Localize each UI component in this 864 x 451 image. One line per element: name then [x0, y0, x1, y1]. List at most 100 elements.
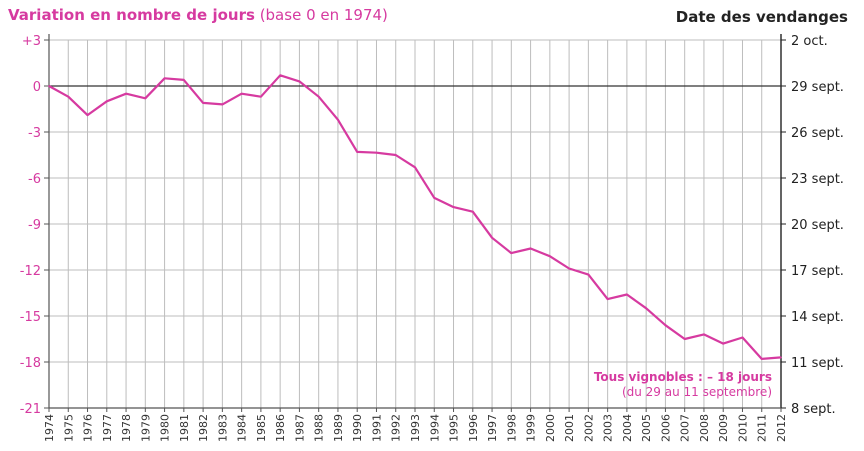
data-point	[279, 74, 281, 77]
data-point	[760, 358, 763, 360]
data-point	[741, 336, 744, 339]
data-point	[183, 79, 185, 81]
data-point	[645, 307, 647, 310]
x-tick-label: 1992	[390, 414, 403, 442]
y-tick-label-right: 14 sept.	[791, 310, 844, 325]
data-point	[144, 97, 147, 100]
data-point	[452, 206, 455, 208]
y-tick-label-right: 17 sept.	[791, 264, 844, 279]
x-tick-label: 2008	[698, 414, 711, 442]
y-tick-label-left: -3	[28, 126, 41, 141]
chart-annotation: Tous vignobles : – 18 jours (du 29 au 11…	[594, 370, 772, 400]
data-point	[529, 247, 532, 250]
x-tick-label: 2002	[582, 414, 595, 442]
x-tick-label: 1978	[120, 414, 133, 442]
x-tick-label: 2011	[756, 414, 769, 442]
data-point	[433, 197, 436, 199]
y-tick-label-left: +3	[22, 34, 41, 49]
x-tick-label: 1993	[409, 414, 422, 442]
x-tick-label: 1990	[351, 414, 364, 442]
x-tick-label: 1995	[448, 414, 461, 442]
data-point	[375, 151, 378, 154]
data-point	[414, 166, 416, 169]
data-point	[105, 100, 108, 103]
x-tick-label: 1998	[505, 414, 518, 442]
x-tick-label: 2007	[679, 414, 692, 442]
data-point	[683, 338, 686, 340]
x-tick-label: 1980	[159, 414, 172, 442]
x-tick-label: 1991	[370, 414, 383, 442]
data-point	[549, 255, 551, 257]
x-tick-label: 1986	[274, 414, 287, 442]
data-point	[491, 237, 493, 239]
x-tick-label: 1989	[332, 414, 345, 442]
x-tick-label: 1977	[101, 414, 114, 442]
x-tick-label: 1982	[197, 414, 210, 442]
x-tick-label: 1985	[255, 414, 268, 442]
x-tick-label: 1996	[467, 414, 480, 442]
y-tick-label-right: 26 sept.	[791, 126, 844, 141]
x-tick-label: 2001	[563, 414, 576, 442]
y-tick-label-left: -18	[20, 356, 41, 371]
x-tick-label: 2000	[544, 414, 557, 442]
x-tick-label: 1999	[525, 414, 538, 442]
y-tick-label-right: 2 oct.	[791, 34, 828, 49]
y-tick-label-left: 0	[33, 80, 41, 95]
data-point	[337, 118, 339, 121]
data-point	[703, 333, 705, 336]
data-point	[298, 80, 301, 83]
x-tick-label: 1979	[139, 414, 152, 442]
x-tick-label: 1976	[82, 414, 95, 442]
y-tick-label-right: 23 sept.	[791, 172, 844, 187]
x-tick-label: 2005	[640, 414, 653, 442]
y-tick-label-right: 8 sept.	[791, 402, 836, 417]
y-tick-label-left: -6	[28, 172, 41, 187]
y-tick-label-right: 29 sept.	[791, 80, 844, 95]
y-tick-label-left: -15	[20, 310, 41, 325]
x-tick-label: 2012	[775, 414, 788, 442]
data-point	[510, 252, 513, 254]
data-point	[163, 77, 166, 80]
x-tick-label: 2004	[621, 414, 634, 442]
data-point	[202, 102, 204, 104]
data-point	[664, 324, 667, 327]
x-tick-label: 2006	[659, 414, 672, 442]
x-tick-label: 2010	[736, 414, 749, 442]
x-tick-label: 1994	[428, 414, 441, 442]
x-tick-label: 1975	[62, 414, 75, 442]
annotation-line-1: Tous vignobles : – 18 jours	[593, 370, 772, 384]
y-tick-label-left: -21	[20, 402, 41, 417]
x-tick-label: 1987	[293, 414, 306, 442]
data-point	[606, 298, 609, 300]
data-point	[626, 293, 628, 296]
x-tick-label: 1981	[178, 414, 191, 442]
data-point	[780, 356, 782, 359]
x-tick-label: 1974	[43, 414, 56, 442]
data-point	[317, 95, 320, 98]
data-point	[86, 114, 89, 116]
y-tick-label-right: 11 sept.	[791, 356, 844, 371]
annotation-line-2: (du 29 au 11 septembre)	[621, 385, 772, 399]
x-tick-label: 2009	[717, 414, 730, 442]
data-point	[722, 342, 725, 345]
right-axis-title: Date des vendanges	[675, 8, 848, 26]
data-point	[240, 92, 243, 95]
data-point	[221, 103, 224, 106]
x-tick-label: 1997	[486, 414, 499, 442]
y-tick-label-right: 20 sept.	[791, 218, 844, 233]
x-tick-label: 1983	[216, 414, 229, 442]
y-tick-label-left: -12	[20, 264, 41, 279]
chart-title-normal: (base 0 en 1974)	[259, 6, 388, 24]
data-point	[260, 95, 262, 98]
x-tick-label: 1988	[313, 414, 326, 442]
chart-title-bold: Variation en nombre de jours	[8, 6, 255, 24]
x-tick-label: 2003	[602, 414, 615, 442]
data-point	[587, 273, 590, 276]
data-point	[394, 154, 397, 156]
data-point	[356, 151, 359, 153]
chart-title: Variation en nombre de jours (base 0 en …	[8, 6, 388, 24]
x-tick-label: 1984	[236, 414, 249, 442]
y-tick-label-left: -9	[28, 218, 41, 233]
data-point	[125, 92, 127, 95]
